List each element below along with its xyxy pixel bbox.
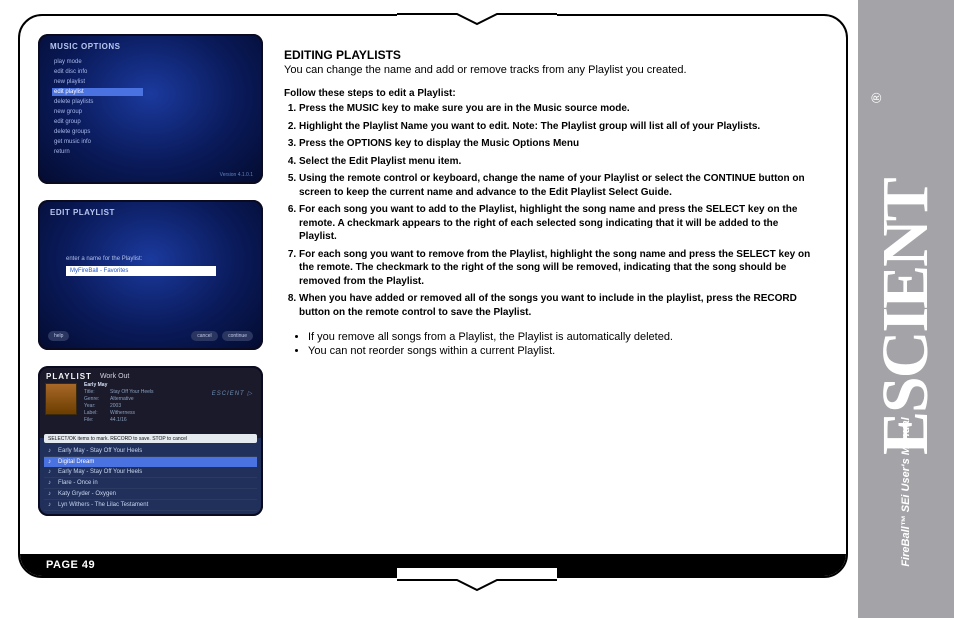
- svg-text:ESCIENT: ESCIENT: [869, 177, 942, 455]
- edit-button-group: cancel continue: [191, 324, 253, 342]
- menu-item: get music info: [52, 138, 143, 146]
- cancel-button: cancel: [191, 331, 217, 341]
- playlist-instruction-banner: SELECT/OK items to mark. RECORD to save.…: [44, 434, 257, 443]
- page-top-notch: [397, 2, 557, 26]
- music-options-menu: play mode edit disc info new playlist edit …: [52, 58, 143, 156]
- version-label: Version 4.1.0.1: [220, 172, 253, 178]
- brand-subtitle: FireBall™ SEi User's Manual: [900, 417, 912, 566]
- playlist-subtitle: Work Out: [100, 373, 129, 380]
- menu-item: play mode: [52, 58, 143, 66]
- edit-prompt: enter a name for the Playlist:: [66, 256, 142, 262]
- page-bottom-notch: [397, 568, 557, 592]
- svg-text:®: ®: [868, 92, 884, 103]
- note-item: If you remove all songs from a Playlist,…: [308, 331, 818, 343]
- track-row: ♪Lyn Withers - The Lilac Testament: [44, 500, 257, 511]
- album-cover: [46, 384, 76, 414]
- step-item: When you have added or removed all of th…: [299, 292, 818, 319]
- escient-logo: ESCIENT ®: [861, 75, 951, 455]
- page-frame: OPTIONS MUSIC OPTIONS play mode edit disc…: [18, 14, 848, 578]
- step-item: For each song you want to add to the Pla…: [299, 203, 818, 244]
- menu-item: delete playlists: [52, 98, 143, 106]
- menu-item: new group: [52, 108, 143, 116]
- screenshot-brand-mark: ESCIENT ▷: [212, 390, 253, 397]
- options-vertical-text: OPTIONS: [259, 52, 263, 184]
- screenshot-playlist-select: PLAYLIST Work Out Early May Title:Stay O…: [38, 366, 263, 516]
- menu-item: edit group: [52, 118, 143, 126]
- track-row: ♪Flare - Once in: [44, 478, 257, 489]
- screenshot-music-options: OPTIONS MUSIC OPTIONS play mode edit disc…: [38, 34, 263, 184]
- step-item: Press the OPTIONS key to display the Mus…: [299, 137, 818, 151]
- step-item: Highlight the Playlist Name you want to …: [299, 120, 818, 134]
- step-item: For each song you want to remove from th…: [299, 248, 818, 289]
- brand-sidebar: ESCIENT ® FireBall™ SEi User's Manual: [858, 0, 954, 618]
- track-row: ♪Early May - Stay Off Your Heels: [44, 446, 257, 457]
- notes-list: If you remove all songs from a Playlist,…: [284, 331, 818, 357]
- note-item: You can not reorder songs within a curre…: [308, 345, 818, 357]
- music-options-title: MUSIC OPTIONS: [50, 42, 121, 51]
- playlist-metadata: Early May Title:Stay Off Your HeelsGenre…: [84, 382, 154, 424]
- screenshot-column: OPTIONS MUSIC OPTIONS play mode edit disc…: [20, 16, 280, 554]
- playlist-track-list: ♪Early May - Stay Off Your Heels♪Digital…: [44, 446, 257, 511]
- playlist-name-input: MyFireBall - Favorites: [66, 266, 216, 276]
- menu-item: new playlist: [52, 78, 143, 86]
- step-item: Press the MUSIC key to make sure you are…: [299, 102, 818, 116]
- steps-header: Follow these steps to edit a Playlist:: [284, 88, 818, 99]
- menu-item: return: [52, 148, 143, 156]
- playlist-title: PLAYLIST: [46, 372, 92, 381]
- section-title: EDITING PLAYLISTS: [284, 48, 818, 62]
- section-intro: You can change the name and add or remov…: [284, 64, 818, 76]
- track-row: ♪Early May - Stay Off Your Heels: [44, 467, 257, 478]
- content-column: EDITING PLAYLISTS You can change the nam…: [280, 16, 846, 554]
- track-row: ♪Katy Gryder - Oxygen: [44, 489, 257, 500]
- track-row: ♪Digital Dream: [44, 457, 257, 467]
- step-item: Select the Edit Playlist menu item.: [299, 155, 818, 169]
- menu-item: delete groups: [52, 128, 143, 136]
- screenshot-edit-playlist: EDIT PLAYLIST enter a name for the Playl…: [38, 200, 263, 350]
- help-button: help: [48, 324, 69, 342]
- steps-list: Press the MUSIC key to make sure you are…: [284, 102, 818, 319]
- menu-item: edit disc info: [52, 68, 143, 76]
- page-number: PAGE 49: [46, 559, 95, 571]
- menu-item: edit playlist: [52, 88, 143, 96]
- step-item: Using the remote control or keyboard, ch…: [299, 172, 818, 199]
- continue-button: continue: [222, 331, 253, 341]
- edit-playlist-title: EDIT PLAYLIST: [50, 208, 115, 217]
